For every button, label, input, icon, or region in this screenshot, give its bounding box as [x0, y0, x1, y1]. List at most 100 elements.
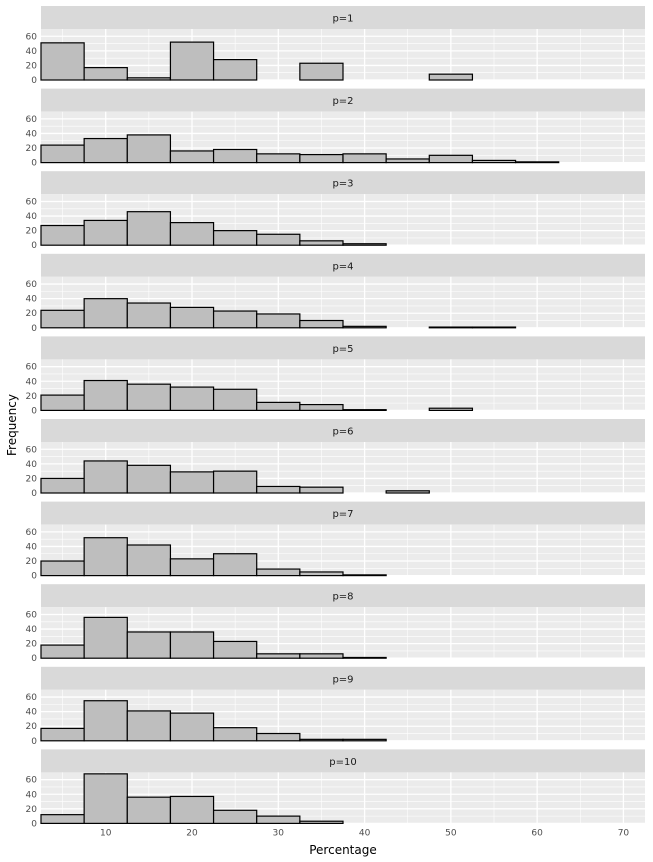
y-tick-label: 20 [26, 557, 38, 567]
histogram-bar [212, 809, 258, 824]
y-tick-label: 20 [26, 474, 38, 484]
histogram-bar [169, 386, 215, 412]
histogram-bar [256, 485, 301, 494]
histogram-bar [385, 490, 430, 494]
panel-strip-label: p=7 [332, 509, 353, 520]
histogram-bar [126, 544, 172, 577]
histogram-bar [428, 73, 474, 81]
histogram-bar [299, 571, 344, 577]
histogram-bar [256, 401, 301, 411]
y-tick-label: 0 [31, 819, 37, 829]
histogram-bar [126, 134, 172, 164]
histogram-bar [256, 815, 301, 824]
histogram-bar [299, 486, 344, 494]
y-axis-title: Frequency [5, 394, 19, 456]
histogram-bar [342, 243, 387, 246]
y-tick-label: 40 [26, 295, 38, 305]
histogram-bar [169, 795, 215, 825]
panel-strip [41, 253, 645, 277]
y-tick-label: 40 [26, 460, 38, 470]
y-tick-label: 20 [26, 61, 38, 71]
y-tick-label: 20 [26, 722, 38, 732]
y-tick-label: 60 [26, 445, 38, 455]
histogram-bar [126, 383, 172, 411]
histogram-bar [169, 558, 215, 577]
histogram-bar [126, 464, 172, 494]
panel-6: p=6 0 20 40 60 [26, 419, 645, 499]
histogram-bar [342, 738, 387, 742]
panel-strip-label: p=4 [332, 261, 353, 272]
panel-strip [41, 88, 645, 112]
y-tick-label: 60 [26, 693, 38, 703]
histogram-bar [169, 41, 215, 81]
histogram-bar [471, 159, 517, 164]
histogram-bar [83, 616, 128, 659]
histogram-bar [212, 230, 258, 246]
histogram-bar [212, 640, 258, 659]
histogram-bar [212, 388, 258, 411]
histogram-bar [299, 653, 344, 659]
y-tick-label: 60 [26, 363, 38, 373]
histogram-bar [342, 409, 387, 411]
histogram-bar [83, 67, 128, 81]
histogram-bar [212, 553, 258, 577]
histogram-bar [169, 631, 215, 659]
histogram-bar [169, 222, 215, 246]
histogram-bar [40, 224, 85, 246]
histogram-bar [299, 62, 344, 81]
histogram-bar [299, 738, 344, 742]
x-tick-label: 40 [359, 828, 371, 838]
histogram-bar [212, 58, 258, 81]
y-tick-label: 60 [26, 115, 38, 125]
histogram-bar [169, 712, 215, 742]
histogram-bar [256, 153, 301, 164]
y-tick-label: 40 [26, 708, 38, 718]
histogram-bar [40, 644, 85, 659]
y-tick-label: 20 [26, 392, 38, 402]
y-tick-label: 40 [26, 377, 38, 387]
y-tick-label: 40 [26, 790, 38, 800]
x-tick-label: 60 [531, 828, 543, 838]
panel-strip-label: p=3 [332, 179, 353, 190]
panel-strip [41, 6, 645, 29]
histogram-bar [40, 560, 85, 577]
histogram-bar [428, 154, 474, 164]
y-tick-label: 40 [26, 129, 38, 139]
histogram-bar [212, 727, 258, 742]
histogram-bar [83, 298, 128, 329]
x-axis-title: Percentage [309, 843, 377, 857]
histogram-bar [83, 219, 128, 246]
panel-strip [41, 749, 645, 773]
y-tick-label: 40 [26, 625, 38, 635]
histogram-bar [83, 137, 128, 164]
histogram-bar [342, 153, 387, 164]
histogram-bar [212, 470, 258, 494]
histogram-bar [471, 326, 517, 329]
y-tick-label: 20 [26, 144, 38, 154]
histogram-bar [126, 77, 172, 81]
histogram-bar [299, 820, 344, 825]
panel-strip-label: p=2 [332, 96, 353, 107]
panel-strip-label: p=10 [329, 757, 356, 768]
y-tick-label: 0 [31, 324, 37, 334]
panel-strip-label: p=9 [332, 674, 353, 685]
histogram-bar [428, 407, 474, 412]
panel-1: p=1 0 20 40 60 [26, 6, 645, 86]
histogram-bar [299, 153, 344, 164]
histogram-bar [40, 42, 85, 81]
histogram-bar [299, 319, 344, 329]
y-tick-label: 0 [31, 241, 37, 251]
y-tick-label: 0 [31, 654, 37, 664]
panel-8: p=8 0 20 40 60 [26, 584, 645, 664]
histogram-bar [40, 309, 85, 329]
y-tick-label: 20 [26, 805, 38, 815]
panel-strip-label: p=5 [332, 344, 353, 355]
histogram-bar [40, 814, 85, 825]
y-tick-label: 0 [31, 737, 37, 747]
x-tick-label: 30 [273, 828, 285, 838]
histogram-bar [342, 656, 387, 659]
panel-3: p=3 0 20 40 60 [26, 171, 645, 251]
y-tick-label: 40 [26, 212, 38, 222]
x-tick-label: 70 [618, 828, 630, 838]
y-tick-label: 20 [26, 309, 38, 319]
